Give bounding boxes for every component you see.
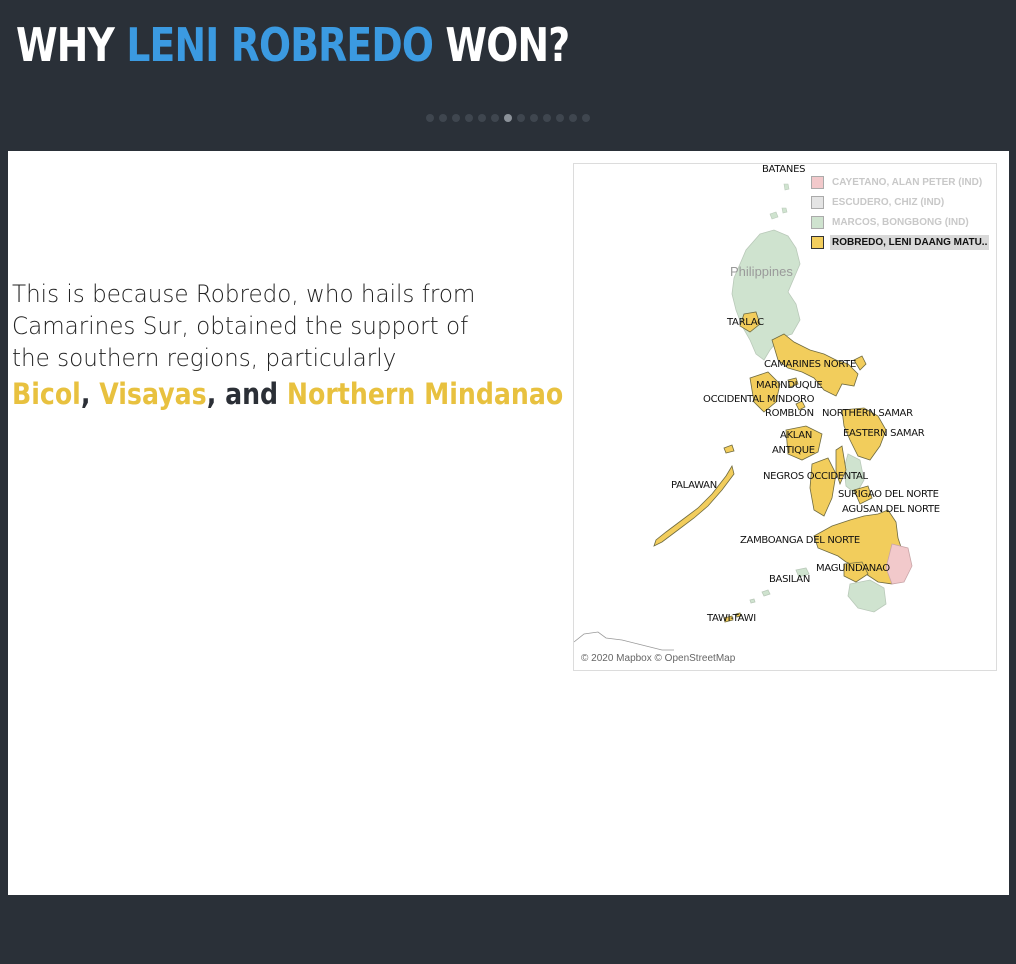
borneo-coast: [574, 631, 674, 651]
label-marinduque[interactable]: MARINDUQUE: [756, 380, 823, 391]
country-label: Philippines: [730, 264, 793, 279]
legend-item[interactable]: ESCUDERO, CHIZ (IND): [811, 192, 991, 212]
maguindanao-province[interactable]: [843, 561, 869, 583]
map-shapes: [574, 183, 913, 651]
text-line-1: This is because Robredo, who hails from: [12, 280, 476, 308]
label-palawan[interactable]: PALAWAN: [671, 480, 717, 491]
title-accent: LENI ROBREDO: [126, 18, 434, 72]
region-northern-mindanao: Northern Mindanao: [286, 377, 564, 411]
legend-swatch: [811, 215, 824, 229]
babuyan-islands[interactable]: [769, 207, 788, 220]
pager-dot[interactable]: [556, 114, 564, 122]
label-maguindanao[interactable]: MAGUINDANAO: [816, 563, 890, 574]
samar-island[interactable]: [841, 407, 887, 461]
pager-dot[interactable]: [582, 114, 590, 122]
pager-dot[interactable]: [504, 114, 512, 122]
legend-swatch: [811, 235, 824, 249]
tawi-tawi-islands[interactable]: [723, 612, 742, 623]
cebu-island[interactable]: [835, 445, 847, 486]
label-negros-occidental[interactable]: NEGROS OCCIDENTAL: [763, 471, 868, 482]
pager-dot[interactable]: [569, 114, 577, 122]
label-romblon[interactable]: ROMBLON: [765, 408, 814, 419]
map-legend: CAYETANO, ALAN PETER (IND) ESCUDERO, CHIZ…: [811, 172, 991, 252]
label-batanes[interactable]: BATANES: [762, 164, 806, 175]
busuanga-island[interactable]: [723, 444, 735, 454]
davao-region[interactable]: [885, 543, 913, 585]
marinduque-island[interactable]: [787, 377, 799, 388]
region-bicol: Bicol: [12, 377, 81, 411]
label-tarlac[interactable]: TARLAC: [727, 317, 764, 328]
basilan-island[interactable]: [795, 567, 810, 578]
pager-dot[interactable]: [530, 114, 538, 122]
pager-dot[interactable]: [491, 114, 499, 122]
label-zamboanga-del-norte[interactable]: ZAMBOANGA DEL NORTE: [740, 535, 860, 546]
romblon-islands[interactable]: [795, 400, 806, 411]
label-occidental-mindoro[interactable]: OCCIDENTAL MINDORO: [703, 394, 815, 405]
legend-label: CAYETANO, ALAN PETER (IND): [832, 176, 983, 188]
label-antique[interactable]: ANTIQUE: [772, 445, 815, 456]
content-panel: This is because Robredo, who hails from …: [8, 151, 1009, 895]
legend-swatch: [811, 195, 824, 209]
label-aklan[interactable]: AKLAN: [780, 430, 813, 441]
slide-pager: [426, 114, 590, 122]
regions-emphasis: Bicol, Visayas, and Northern Mindanao: [12, 377, 564, 411]
label-agusan-del-norte[interactable]: AGUSAN DEL NORTE: [842, 504, 940, 515]
legend-item[interactable]: ROBREDO, LENI DAANG MATU..: [811, 232, 991, 252]
label-surigao-del-norte[interactable]: SURIGAO DEL NORTE: [838, 489, 939, 500]
pager-dot[interactable]: [426, 114, 434, 122]
legend-item[interactable]: CAYETANO, ALAN PETER (IND): [811, 172, 991, 192]
sulu-islands[interactable]: [749, 589, 771, 604]
label-tawi-tawi[interactable]: TAWI-TAWI: [707, 613, 756, 624]
batanes-island[interactable]: [783, 183, 790, 191]
pager-dot[interactable]: [543, 114, 551, 122]
pager-dot[interactable]: [478, 114, 486, 122]
philippines-map[interactable]: Philippines CAYETANO, ALAN PETER (IND) ES…: [573, 163, 997, 671]
label-northern-samar[interactable]: NORTHERN SAMAR: [822, 408, 913, 419]
legend-label: ESCUDERO, CHIZ (IND): [832, 196, 945, 208]
pager-dot[interactable]: [465, 114, 473, 122]
legend-swatch: [811, 175, 824, 189]
negros-island[interactable]: [809, 457, 837, 517]
legend-label: MARCOS, BONGBONG (IND): [832, 216, 969, 228]
map-attribution[interactable]: © 2020 Mapbox © OpenStreetMap: [581, 653, 736, 664]
header: WHY LENI ROBREDO WON?: [0, 0, 1016, 151]
catanduanes-island[interactable]: [853, 355, 867, 371]
explanation-text: This is because Robredo, who hails from …: [12, 278, 582, 414]
tarlac-province[interactable]: [739, 311, 761, 333]
panay-island[interactable]: [785, 425, 823, 461]
mindoro-island[interactable]: [749, 371, 781, 413]
text-line-2: Camarines Sur, obtained the support of: [12, 312, 469, 340]
page-title: WHY LENI ROBREDO WON?: [16, 18, 570, 72]
label-eastern-samar[interactable]: EASTERN SAMAR: [843, 428, 925, 439]
label-camarines-norte[interactable]: CAMARINES NORTE: [764, 359, 857, 370]
legend-label: ROBREDO, LENI DAANG MATU..: [830, 234, 990, 250]
region-visayas: Visayas: [99, 377, 207, 411]
palawan-island[interactable]: [653, 464, 735, 547]
pager-dot[interactable]: [439, 114, 447, 122]
southern-mindanao[interactable]: [847, 579, 887, 613]
legend-item[interactable]: MARCOS, BONGBONG (IND): [811, 212, 991, 232]
bicol-region[interactable]: [771, 333, 859, 397]
pager-dot[interactable]: [517, 114, 525, 122]
pager-dot[interactable]: [452, 114, 460, 122]
text-line-3: the southern regions, particularly: [12, 344, 397, 372]
bohol-island[interactable]: [853, 485, 873, 505]
label-basilan[interactable]: BASILAN: [769, 574, 811, 585]
